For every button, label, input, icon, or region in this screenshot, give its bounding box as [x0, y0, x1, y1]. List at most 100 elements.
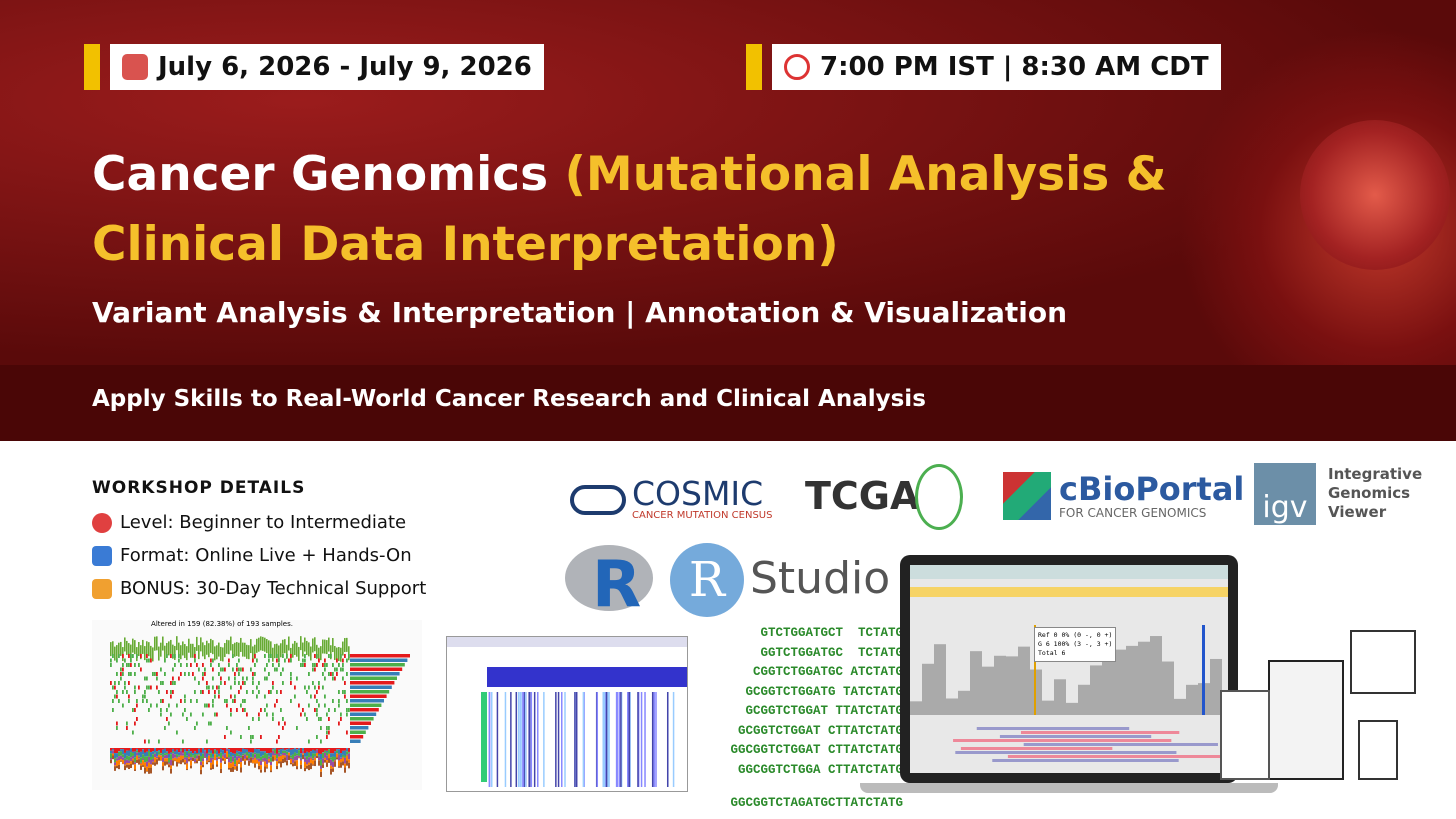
decor [206, 640, 208, 655]
decor [110, 750, 112, 754]
decor [637, 692, 639, 787]
decor [258, 761, 260, 766]
decor [278, 756, 280, 762]
decor [156, 676, 158, 681]
decor [288, 752, 290, 756]
decor [350, 694, 387, 698]
decor [210, 750, 212, 754]
decor [212, 699, 214, 703]
decor [298, 748, 300, 751]
decor [294, 685, 296, 690]
decor [1006, 656, 1018, 715]
decor [316, 690, 318, 694]
decor [178, 755, 180, 757]
decor [180, 672, 182, 676]
decor [228, 640, 230, 655]
decor [264, 766, 266, 773]
decor [174, 760, 176, 762]
decor [116, 757, 118, 759]
decor [322, 752, 324, 759]
decor [180, 748, 182, 750]
decor [284, 757, 286, 763]
decor [148, 750, 150, 757]
decor [318, 681, 320, 685]
decor [200, 690, 202, 694]
decor [134, 708, 136, 712]
decor [114, 646, 116, 661]
decor [312, 748, 314, 750]
decor [328, 749, 330, 754]
decor [156, 672, 158, 676]
decor [130, 672, 132, 676]
decor [274, 759, 276, 761]
decor [336, 753, 338, 758]
decor [338, 760, 340, 767]
decor [316, 748, 318, 750]
decor [144, 739, 146, 744]
decor [242, 667, 244, 672]
decor [154, 762, 156, 766]
decor [204, 757, 206, 758]
decor [156, 748, 158, 752]
decor [216, 645, 218, 660]
decor [224, 735, 226, 739]
decor [520, 692, 522, 787]
decor [332, 672, 334, 676]
decor [190, 751, 192, 754]
decor [350, 739, 361, 743]
decor [154, 752, 156, 754]
decor [256, 685, 258, 690]
decor [116, 758, 118, 761]
decor [128, 750, 130, 757]
decor [246, 751, 248, 756]
decor [234, 753, 236, 759]
decor [272, 685, 274, 690]
decor [282, 758, 284, 764]
decor [264, 751, 266, 753]
decor [276, 699, 278, 703]
decor [276, 739, 278, 744]
decor [172, 748, 174, 749]
decor [172, 681, 174, 685]
decor [216, 764, 218, 767]
decor [350, 681, 395, 685]
decor [336, 750, 338, 754]
decor [166, 654, 168, 658]
decor [134, 764, 136, 770]
decor [346, 755, 348, 761]
decor [222, 667, 224, 672]
decor [128, 672, 130, 676]
decor [134, 690, 136, 694]
decor [150, 645, 152, 660]
decor [282, 750, 284, 754]
decor [208, 753, 210, 756]
decor [530, 692, 533, 787]
decor [174, 681, 176, 685]
decor [174, 645, 176, 660]
decor [306, 690, 308, 694]
decor [224, 754, 226, 759]
decor [517, 692, 520, 787]
decor [312, 681, 314, 685]
decor [304, 637, 306, 652]
decor [278, 748, 280, 750]
decor [1210, 658, 1222, 715]
decor [190, 643, 192, 658]
decor [1023, 743, 1218, 746]
decor [162, 754, 164, 758]
decor [128, 760, 130, 764]
decor [170, 694, 172, 699]
decor [308, 764, 310, 771]
decor [318, 756, 320, 761]
decor [202, 663, 204, 667]
decor [112, 753, 114, 756]
decor [146, 751, 148, 757]
decor [180, 663, 182, 667]
decor [992, 759, 1179, 762]
decor [186, 769, 188, 771]
decor [350, 721, 371, 725]
decor [182, 758, 184, 763]
decor [262, 755, 264, 759]
decor [200, 748, 202, 753]
decor [272, 712, 274, 717]
